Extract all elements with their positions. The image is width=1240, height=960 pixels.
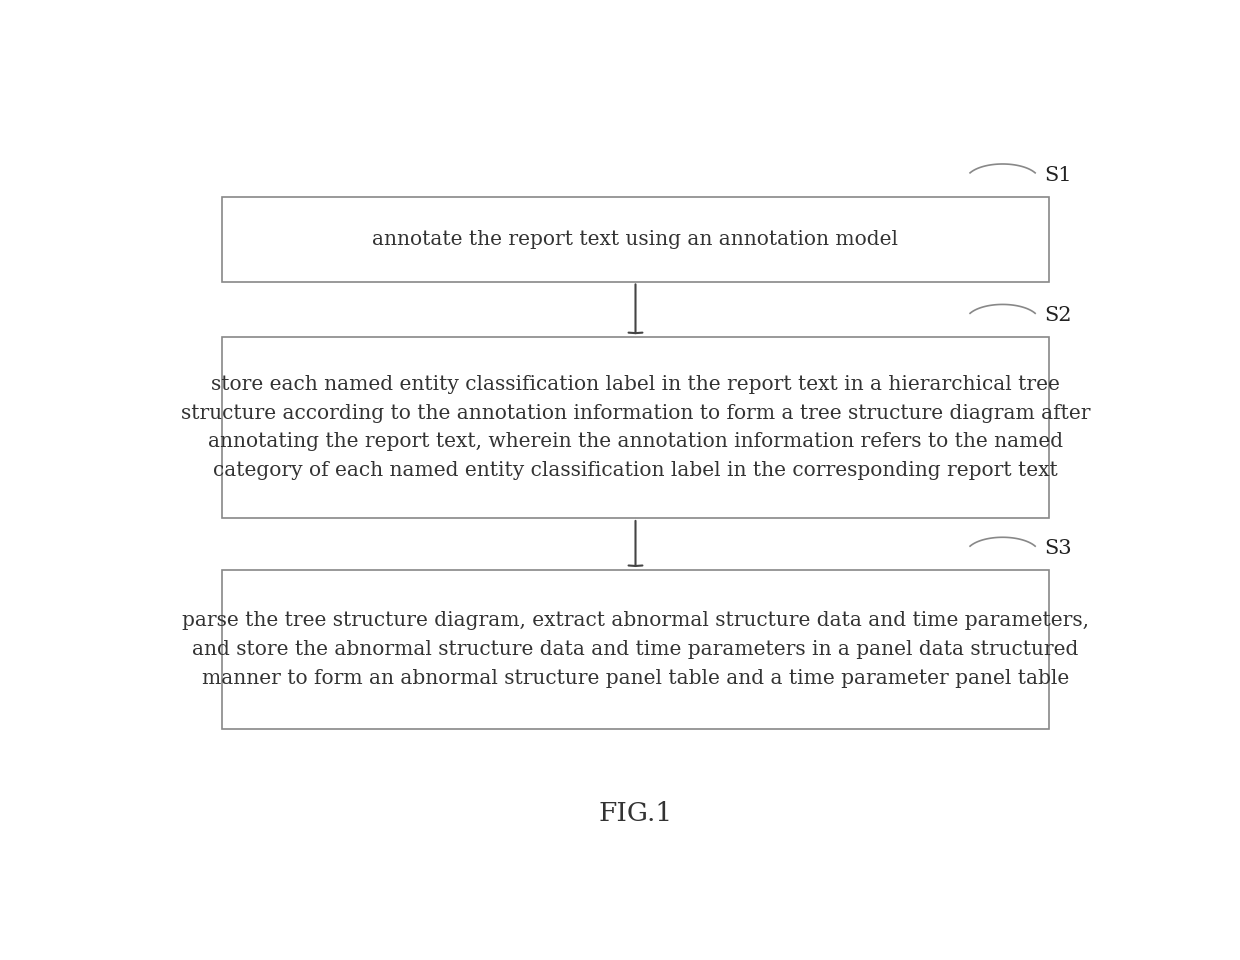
- Text: annotate the report text using an annotation model: annotate the report text using an annota…: [372, 229, 899, 249]
- Bar: [222, 337, 1049, 518]
- Text: store each named entity classification label in the report text in a hierarchica: store each named entity classification l…: [181, 375, 1090, 480]
- Text: FIG.1: FIG.1: [599, 802, 672, 827]
- Text: S2: S2: [1044, 306, 1071, 325]
- Bar: [222, 197, 1049, 281]
- Text: parse the tree structure diagram, extract abnormal structure data and time param: parse the tree structure diagram, extrac…: [182, 611, 1089, 687]
- Text: S1: S1: [1044, 166, 1071, 185]
- Bar: [222, 570, 1049, 729]
- Text: S3: S3: [1044, 540, 1071, 558]
